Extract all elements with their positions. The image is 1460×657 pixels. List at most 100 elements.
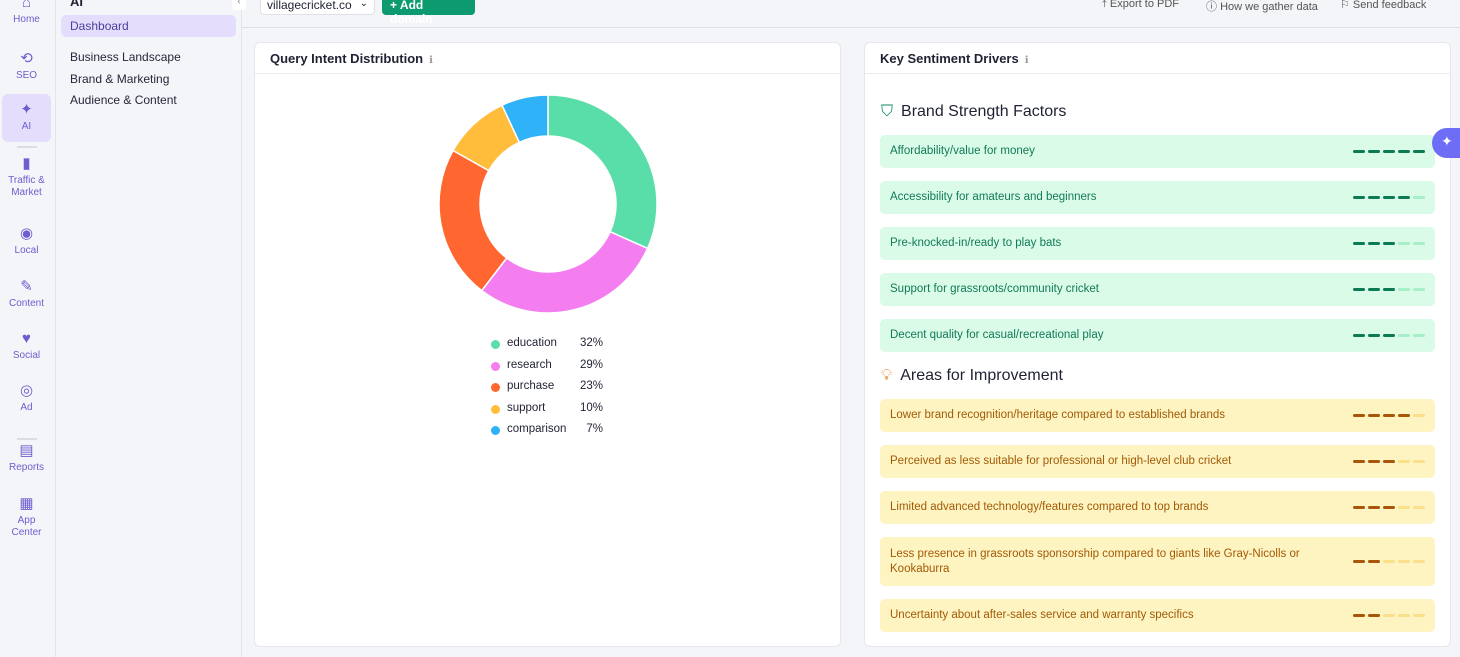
legend-value: 32%: [579, 337, 603, 349]
nav-seo[interactable]: ⟲ SEO: [2, 50, 51, 82]
feedback-label: Send feedback: [1352, 0, 1427, 11]
export-label: Export to PDF: [1109, 0, 1179, 10]
brand-strength-heading: ⛉ Brand Strength Factors: [881, 103, 1066, 121]
score-segment: [1353, 242, 1365, 245]
add-domain-button[interactable]: + Add domain: [382, 0, 475, 26]
legend-value: 23%: [579, 380, 603, 392]
nav-divider: [17, 146, 37, 148]
nav-divider: [17, 438, 37, 440]
query-intent-card: Query Intent Distribution ℹ education 32% r…: [254, 42, 841, 647]
score-segment: [1413, 150, 1425, 153]
donut-slice-comparison[interactable]: [501, 94, 549, 144]
legend-dot: [491, 383, 500, 392]
donut-slice-education[interactable]: [547, 94, 658, 250]
how-we-gather-data-link[interactable]: ⓘ How we gather data: [1206, 0, 1318, 14]
score-segment: [1398, 334, 1410, 337]
collapse-sidebar-button[interactable]: ‹: [232, 0, 246, 10]
score-segment: [1383, 560, 1395, 563]
ai-assistant-button[interactable]: ✦: [1432, 128, 1460, 158]
domain-select[interactable]: villagecricket.co ⌄: [260, 0, 375, 15]
nav-label: SEO: [15, 70, 38, 81]
score-segment: [1353, 288, 1365, 291]
nav-label: App Center: [11, 515, 42, 538]
score-segment: [1353, 150, 1365, 153]
score-meter: [1353, 334, 1425, 337]
driver-text: Limited advanced technology/features com…: [890, 501, 1209, 513]
sentiment-card: Key Sentiment Drivers ℹ ⛉ Brand Strength F…: [864, 42, 1451, 647]
score-segment: [1383, 334, 1395, 337]
brand-strength-title: Brand Strength Factors: [901, 103, 1067, 120]
improvement-title: Areas for Improvement: [900, 367, 1063, 384]
score-meter: [1353, 560, 1425, 563]
sidebar-item-brand-marketing[interactable]: Brand & Marketing: [70, 72, 170, 86]
score-segment: [1383, 414, 1395, 417]
driver-text: Accessibility for amateurs and beginners: [890, 191, 1097, 203]
driver-text: Affordability/value for money: [890, 145, 1035, 157]
nav-ad[interactable]: ◎ Ad: [2, 382, 51, 414]
driver-text: Decent quality for casual/recreational p…: [890, 329, 1104, 341]
legend-item-education[interactable]: education 32%: [491, 337, 611, 359]
legend-item-comparison[interactable]: comparison 7%: [491, 423, 611, 445]
send-feedback-button[interactable]: ⚐ Send feedback: [1340, 0, 1426, 11]
nav-home[interactable]: ⌂ Home: [2, 0, 51, 26]
nav-local[interactable]: ◉ Local: [2, 225, 51, 257]
driver-text: Pre-knocked-in/ready to play bats: [890, 237, 1062, 249]
seo-icon: ⟲: [20, 50, 33, 67]
nav-label: Local: [14, 245, 39, 256]
legend-dot: [491, 361, 500, 371]
score-meter: [1353, 242, 1425, 245]
nav-social[interactable]: ♥ Social: [2, 330, 51, 362]
score-segment: [1413, 334, 1425, 337]
legend-label: research: [507, 358, 552, 371]
how-label: How we gather data: [1220, 1, 1318, 13]
legend-item-research[interactable]: research 29%: [491, 359, 611, 381]
donut-slice-purchase[interactable]: [438, 149, 508, 292]
domain-value: villagecricket.co: [267, 0, 352, 12]
score-segment: [1383, 150, 1395, 153]
nav-reports[interactable]: ▤ Reports: [2, 442, 51, 474]
score-segment: [1353, 460, 1365, 463]
chevron-down-icon: ⌄: [359, 0, 368, 9]
bar-chart-icon: ▮: [22, 155, 31, 172]
score-segment: [1398, 460, 1410, 463]
score-meter: [1353, 414, 1425, 417]
legend-item-purchase[interactable]: purchase 23%: [491, 380, 611, 402]
score-segment: [1398, 150, 1410, 153]
legend-dot: [491, 340, 500, 349]
driver-text: Less presence in grassroots sponsorship …: [890, 547, 1300, 575]
score-segment: [1413, 414, 1425, 417]
score-segment: [1368, 288, 1380, 291]
score-segment: [1368, 614, 1380, 617]
sidebar-item-audience-content[interactable]: Audience & Content: [70, 93, 177, 107]
nav-content[interactable]: ✎ Content: [2, 278, 51, 310]
score-segment: [1353, 560, 1365, 563]
shield-check-icon: ⛉: [881, 103, 894, 120]
legend-label: comparison: [507, 423, 567, 435]
card-title: Query Intent Distribution ℹ: [255, 43, 840, 74]
home-icon: ⌂: [21, 0, 32, 11]
info-icon[interactable]: ℹ: [1024, 55, 1029, 66]
score-segment: [1353, 196, 1365, 199]
score-segment: [1353, 334, 1365, 337]
score-segment: [1413, 506, 1425, 509]
score-segment: [1368, 414, 1380, 417]
score-segment: [1383, 288, 1395, 291]
improvement-row: Less presence in grassroots sponsorship …: [880, 537, 1435, 586]
heart-chat-icon: ♥: [22, 330, 31, 347]
sidebar-item-dashboard[interactable]: Dashboard: [61, 15, 236, 37]
export-pdf-button[interactable]: ⤒ Export to PDF: [1102, 0, 1179, 11]
strength-row: Affordability/value for money: [880, 135, 1435, 168]
score-segment: [1398, 614, 1410, 617]
top-bar: villagecricket.co ⌄ + Add domain ⤒ Export…: [242, 0, 1460, 28]
score-segment: [1398, 414, 1410, 417]
legend-item-support[interactable]: support 10%: [491, 402, 611, 424]
sidebar-item-business-landscape[interactable]: Business Landscape: [70, 50, 181, 64]
donut-slice-research[interactable]: [480, 230, 649, 314]
info-icon[interactable]: ℹ: [429, 55, 433, 66]
nav-label: Ad: [20, 402, 33, 413]
query-intent-title: Query Intent Distribution: [270, 51, 424, 66]
improvement-row: Perceived as less suitable for professio…: [880, 445, 1435, 478]
nav-traffic-market[interactable]: ▮ Traffic & Market: [2, 155, 51, 199]
nav-app-center[interactable]: ▦ App Center: [2, 495, 51, 539]
nav-ai[interactable]: ✦ AI: [2, 94, 51, 142]
